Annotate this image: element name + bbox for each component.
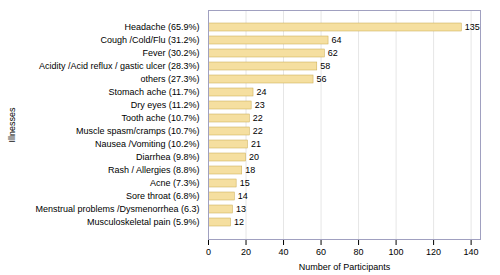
svg-text:Sore throat (6.8%): Sore throat (6.8%)	[126, 191, 200, 201]
svg-text:120: 120	[426, 247, 441, 257]
svg-text:56: 56	[317, 74, 327, 84]
svg-text:others (27.3%): others (27.3%)	[140, 74, 199, 84]
svg-text:Headache (65.9%): Headache (65.9%)	[124, 22, 199, 32]
svg-text:Acidity /Acid reflux / gastic: Acidity /Acid reflux / gastic ulcer (28.…	[39, 61, 200, 71]
svg-text:Number of Participants: Number of Participants	[299, 262, 391, 272]
svg-text:18: 18	[245, 165, 255, 175]
svg-text:Musculoskeletal pain (5.9%): Musculoskeletal pain (5.9%)	[87, 217, 200, 227]
svg-text:22: 22	[253, 113, 263, 123]
svg-text:58: 58	[320, 61, 330, 71]
svg-text:62: 62	[328, 48, 338, 58]
svg-text:Diarrhea (9.8%): Diarrhea (9.8%)	[136, 152, 200, 162]
svg-text:140: 140	[464, 247, 479, 257]
svg-text:13: 13	[236, 204, 246, 214]
svg-text:20: 20	[249, 152, 259, 162]
svg-text:64: 64	[332, 35, 342, 45]
svg-text:Muscle spasm/cramps (10.7%): Muscle spasm/cramps (10.7%)	[76, 126, 200, 136]
svg-text:Nausea /Vomiting (10.2%): Nausea /Vomiting (10.2%)	[95, 139, 200, 149]
svg-text:12: 12	[234, 217, 244, 227]
svg-text:Fever (30.2%): Fever (30.2%)	[142, 48, 199, 58]
svg-text:Stomach ache (11.7%): Stomach ache (11.7%)	[109, 87, 200, 97]
svg-text:135: 135	[465, 22, 480, 32]
svg-text:Menstrual problems /Dysmenorrh: Menstrual problems /Dysmenorrhea (6.3)	[35, 204, 199, 214]
svg-text:Illnesses: Illnesses	[7, 107, 17, 143]
svg-text:15: 15	[240, 178, 250, 188]
svg-text:Cough /Cold/Flu (31.2%): Cough /Cold/Flu (31.2%)	[100, 35, 199, 45]
svg-text:Tooth ache (10.7%): Tooth ache (10.7%)	[121, 113, 199, 123]
svg-text:23: 23	[255, 100, 265, 110]
svg-text:Rash / Allergies (8.8%): Rash / Allergies (8.8%)	[108, 165, 200, 175]
svg-text:21: 21	[251, 139, 261, 149]
svg-text:0: 0	[206, 247, 211, 257]
svg-text:20: 20	[241, 247, 251, 257]
svg-text:80: 80	[354, 247, 364, 257]
svg-text:Dry eyes (11.2%): Dry eyes (11.2%)	[131, 100, 200, 110]
svg-text:22: 22	[253, 126, 263, 136]
svg-text:24: 24	[257, 87, 267, 97]
svg-text:100: 100	[389, 247, 404, 257]
svg-text:Acne (7.3%): Acne (7.3%)	[150, 178, 200, 188]
svg-text:14: 14	[238, 191, 248, 201]
svg-text:40: 40	[279, 247, 289, 257]
svg-text:60: 60	[316, 247, 326, 257]
